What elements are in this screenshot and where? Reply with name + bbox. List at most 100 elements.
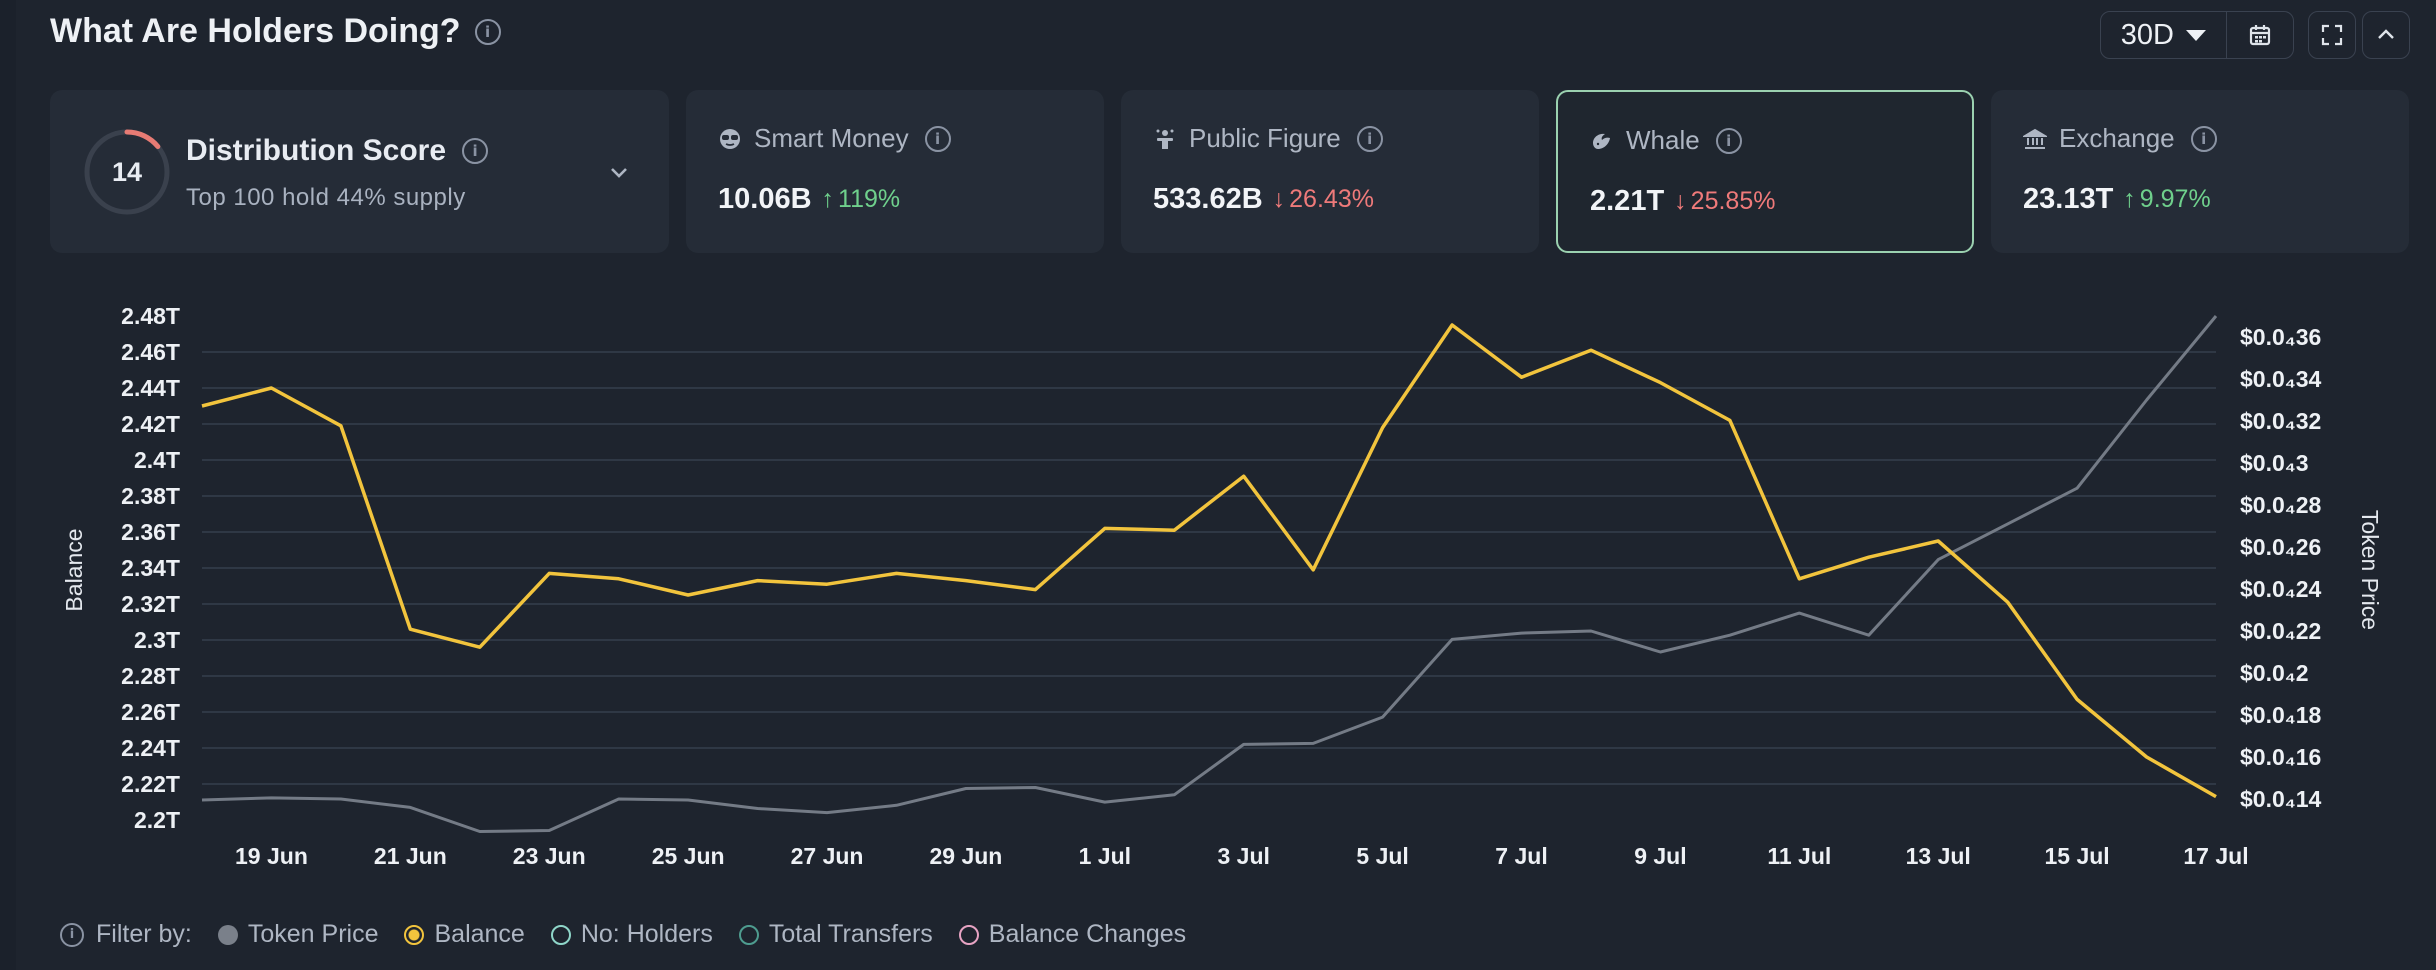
- exchange-card[interactable]: Exchange i 23.13T ↑ 9.97%: [1991, 90, 2409, 253]
- y2-tick-label: $0.0₄2: [2240, 660, 2309, 686]
- y2-tick-label: $0.0₄22: [2240, 618, 2321, 644]
- arrow-down-icon: ↓: [1674, 187, 1687, 215]
- collapse-button[interactable]: [2362, 11, 2410, 59]
- right-axis-ticks: $0.0₄36 $0.0₄34 $0.0₄32 $0.0₄3 $0.0₄28 $0.0₄2…: [2240, 324, 2322, 812]
- x-tick-label: 1 Jul: [1079, 843, 1131, 869]
- x-tick-label: 5 Jul: [1356, 843, 1408, 869]
- bank-icon: [2023, 128, 2047, 149]
- card-value: 533.62B: [1153, 183, 1263, 215]
- arrow-up-icon: ↑: [2123, 185, 2136, 213]
- period-value: 30D: [2120, 18, 2174, 51]
- x-tick-label: 11 Jul: [1767, 843, 1831, 869]
- info-icon[interactable]: i: [474, 18, 501, 45]
- period-dropdown[interactable]: 30D: [2101, 12, 2227, 58]
- y2-tick-label: $0.0₄18: [2240, 702, 2322, 728]
- card-header: Smart Money i: [718, 123, 951, 154]
- distribution-title: Distribution Score i: [186, 134, 489, 168]
- y-tick-label: 2.4T: [134, 447, 180, 473]
- change-up: ↑ 119%: [822, 185, 901, 214]
- y-tick-label: 2.34T: [121, 555, 180, 581]
- filter-total-transfers[interactable]: Total Transfers: [738, 920, 933, 949]
- info-icon[interactable]: i: [924, 125, 951, 152]
- y-tick-label: 2.36T: [121, 519, 180, 545]
- y2-tick-label: $0.0₄32: [2240, 408, 2321, 434]
- y2-tick-label: $0.0₄36: [2240, 324, 2321, 350]
- info-icon[interactable]: i: [60, 922, 84, 947]
- filter-item-label: No: Holders: [580, 920, 713, 948]
- change-down: ↓ 26.43%: [1273, 185, 1374, 214]
- info-icon[interactable]: i: [2190, 125, 2217, 152]
- balance-line: [201, 323, 2217, 799]
- whale-icon: [1593, 133, 1610, 149]
- x-tick-label: 29 Jun: [929, 843, 1002, 869]
- card-header: Exchange i: [2023, 123, 2217, 154]
- x-tick-label: 15 Jul: [2044, 843, 2109, 869]
- x-tick-label: 13 Jul: [1906, 843, 1971, 869]
- y-tick-label: 2.24T: [121, 735, 180, 761]
- y-tick-label: 2.42T: [121, 411, 180, 437]
- arrow-down-icon: ↓: [1272, 185, 1286, 213]
- distribution-score-card[interactable]: 14 Distribution Score i Top 100 hold 44%…: [50, 90, 669, 253]
- card-value: 10.06B: [718, 183, 812, 215]
- filter-token-price[interactable]: Token Price: [217, 920, 378, 949]
- info-icon[interactable]: i: [462, 138, 489, 164]
- left-sidebar-edge: [0, 0, 16, 970]
- fullscreen-button[interactable]: [2308, 11, 2356, 59]
- y-tick-label: 2.48T: [121, 303, 180, 329]
- y-tick-label: 2.46T: [121, 339, 180, 365]
- card-label: Public Figure: [1189, 123, 1341, 153]
- legend-dot-selected: [404, 924, 425, 945]
- whale-card[interactable]: Whale i 2.21T ↓ 25.85%: [1556, 90, 1974, 253]
- x-tick-label: 19 Jun: [235, 843, 308, 869]
- period-control: 30D: [2099, 11, 2294, 59]
- calendar-button[interactable]: [2227, 12, 2293, 58]
- y-tick-label: 2.22T: [121, 771, 180, 797]
- filter-no-holders[interactable]: No: Holders: [550, 920, 713, 949]
- card-header: Whale i: [1590, 125, 1742, 156]
- x-tick-label: 21 Jun: [374, 843, 447, 869]
- legend-dot: [217, 924, 238, 945]
- card-label: Exchange: [2059, 123, 2175, 153]
- x-tick-label: 17 Jul: [2183, 843, 2248, 869]
- holders-chart: 2.48T 2.46T 2.44T 2.42T 2.4T 2.38T 2.36T 2.34T 2…: [61, 303, 2383, 869]
- filter-item-label: Balance Changes: [988, 920, 1187, 948]
- card-label: Smart Money: [754, 123, 909, 153]
- x-tick-label: 27 Jun: [791, 843, 864, 869]
- toolbar: 30D: [2099, 11, 2410, 59]
- y2-tick-label: $0.0₄28: [2240, 492, 2322, 518]
- x-tick-label: 9 Jul: [1634, 843, 1686, 869]
- filter-balance[interactable]: Balance: [404, 920, 525, 949]
- filter-label: Filter by:: [96, 920, 192, 948]
- x-tick-label: 7 Jul: [1495, 843, 1547, 869]
- y-tick-label: 2.38T: [121, 483, 180, 509]
- chart-series: [201, 315, 2218, 833]
- y-tick-label: 2.28T: [121, 663, 180, 689]
- card-value-row: 23.13T ↑ 9.97%: [2023, 183, 2211, 216]
- change-value: 26.43%: [1289, 185, 1374, 213]
- public-figure-card[interactable]: Public Figure i 533.62B ↓ 26.43%: [1121, 90, 1539, 253]
- card-value-row: 533.62B ↓ 26.43%: [1153, 183, 1374, 216]
- change-value: 119%: [838, 185, 901, 213]
- y2-tick-label: $0.0₄16: [2240, 744, 2321, 770]
- y-axis-label: Balance: [61, 528, 87, 611]
- filter-balance-changes[interactable]: Balance Changes: [958, 920, 1187, 949]
- legend-dot: [738, 924, 759, 945]
- token-price-line: [201, 315, 2218, 833]
- left-axis-ticks: 2.48T 2.46T 2.44T 2.42T 2.4T 2.38T 2.36T 2.34T 2…: [121, 303, 180, 833]
- arrow-up-icon: ↑: [821, 185, 835, 213]
- y2-tick-label: $0.0₄34: [2240, 366, 2322, 392]
- title-text: What Are Holders Doing?: [50, 12, 461, 50]
- chevron-down-icon[interactable]: [607, 160, 631, 184]
- info-icon[interactable]: i: [1715, 127, 1742, 154]
- smart-money-card[interactable]: Smart Money i 10.06B ↑ 119%: [686, 90, 1104, 253]
- info-icon[interactable]: i: [1356, 125, 1383, 152]
- change-value: 25.85%: [1690, 187, 1776, 215]
- y2-axis-label: Token Price: [2357, 510, 2383, 630]
- calendar-icon: [2249, 25, 2271, 46]
- y-tick-label: 2.44T: [121, 375, 180, 401]
- sunglasses-icon: [720, 128, 740, 149]
- distribution-label: Distribution Score: [186, 134, 447, 167]
- y2-tick-label: $0.0₄14: [2240, 786, 2322, 812]
- caret-down-icon: [2186, 29, 2206, 41]
- score-value: 14: [111, 156, 143, 187]
